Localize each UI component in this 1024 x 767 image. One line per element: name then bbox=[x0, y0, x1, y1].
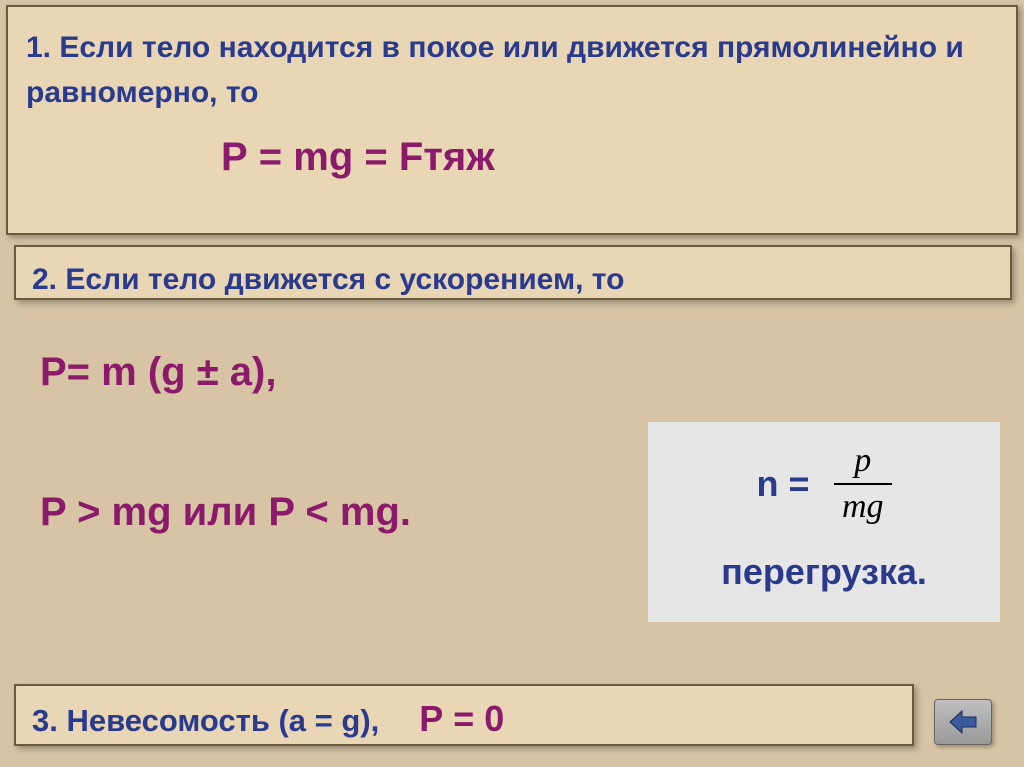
overload-box: n = p mg перегрузка. bbox=[648, 422, 1000, 622]
section-3-box: 3. Невесомость (a = g), Р = 0 bbox=[14, 684, 914, 746]
section-1-formula: Р = mg = Fтяж bbox=[26, 135, 998, 180]
overload-label: перегрузка. bbox=[668, 551, 980, 593]
section-2-formula-2: P > mg или P < mg. bbox=[40, 490, 411, 535]
arrow-left-icon bbox=[948, 709, 978, 735]
section-1-text: 1. Если тело находится в покое или движе… bbox=[26, 25, 998, 115]
section-1-box: 1. Если тело находится в покое или движе… bbox=[6, 5, 1018, 235]
fraction: p mg bbox=[834, 442, 892, 526]
section-2-header-box: 2. Если тело движется с ускорением, то bbox=[14, 245, 1012, 300]
section-2-text: 2. Если тело движется с ускорением, то bbox=[32, 257, 994, 302]
section-3-text: 3. Невесомость (a = g), bbox=[32, 703, 379, 739]
section-2-formula-1: P= m (g ± a), bbox=[40, 350, 276, 395]
fraction-denominator: mg bbox=[834, 485, 892, 526]
prev-slide-button[interactable] bbox=[934, 699, 992, 745]
overload-equation: n = p mg bbox=[668, 442, 980, 526]
section-3-formula: Р = 0 bbox=[419, 698, 504, 740]
fraction-numerator: p bbox=[834, 442, 892, 485]
n-equals: n = bbox=[756, 463, 809, 505]
